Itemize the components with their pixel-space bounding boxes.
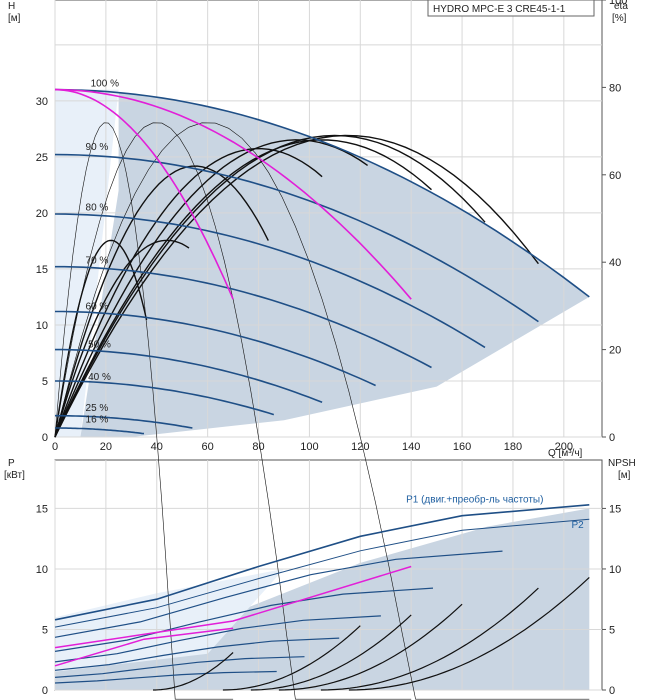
magenta-curve <box>54 88 234 300</box>
x-tick-label: 160 <box>453 441 471 453</box>
npsh-curve <box>278 603 463 691</box>
title-box <box>427 0 595 17</box>
npsh-curve <box>222 625 361 691</box>
eta-curve <box>54 148 323 438</box>
y-tick-label: 25 <box>36 152 48 164</box>
eta-curve <box>54 122 234 700</box>
speed-label: 90 % <box>86 142 109 153</box>
head-curve <box>55 414 193 429</box>
power-curve-speed <box>54 670 277 684</box>
npsh-tick-label: 15 <box>609 503 621 515</box>
power-curve-speed <box>54 587 434 652</box>
y2-axis-unit: [%] <box>612 13 627 24</box>
p-axis-label: P <box>8 458 15 469</box>
eta-curve <box>54 134 486 438</box>
speed-label: 70 % <box>86 255 109 266</box>
npsh-curve <box>250 614 412 691</box>
speed-label: 100 % <box>91 78 119 89</box>
x-tick-label: 100 <box>300 441 318 453</box>
npsh-tick-label: 0 <box>609 685 615 697</box>
eta-curve <box>54 122 412 700</box>
x-tick-label: 20 <box>100 441 112 453</box>
y-tick-label: 5 <box>42 376 48 388</box>
x-axis-label: Q [м³/ч] <box>548 448 583 459</box>
speed-label: 50 % <box>88 339 111 350</box>
y-tick-label: 15 <box>36 264 48 276</box>
y-tick-label: 20 <box>36 208 48 220</box>
power-curve <box>54 518 590 628</box>
eta-curve <box>54 122 590 700</box>
head-curve <box>55 348 323 404</box>
power-curve-speed <box>54 637 340 671</box>
y-axis-unit: [м] <box>8 13 21 24</box>
x-tick-label: 60 <box>202 441 214 453</box>
speed-label: 16 % <box>86 414 109 425</box>
head-curve <box>55 380 275 416</box>
head-curve <box>55 427 145 435</box>
x-tick-label: 120 <box>351 441 369 453</box>
power-curve-speed <box>54 615 381 663</box>
eta-curve <box>54 139 368 438</box>
eta-curve <box>54 134 539 438</box>
speed-label: 80 % <box>86 203 109 214</box>
y2-tick-label: 20 <box>609 345 621 357</box>
magenta-curve <box>54 88 412 300</box>
power-annotation: P1 (двиг.+преобр-ль частоты) <box>406 493 543 505</box>
power-annotation: P2 <box>571 520 584 531</box>
x-tick-label: 40 <box>151 441 163 453</box>
x-tick-label: 80 <box>252 441 264 453</box>
y2-tick-label: 40 <box>609 257 621 269</box>
head-curve <box>54 153 539 323</box>
p-tick-label: 15 <box>36 503 48 515</box>
power-curve-speed <box>54 656 305 678</box>
y2-tick-label: 80 <box>609 82 621 94</box>
magenta-power-curve <box>54 627 234 667</box>
y-tick-label: 10 <box>36 320 48 332</box>
speed-label: 40 % <box>88 372 111 383</box>
y2-tick-label: 100 <box>609 0 627 7</box>
npsh-axis-label: NPSH <box>608 458 636 469</box>
head-curve <box>55 310 376 387</box>
npsh-curve <box>348 576 590 691</box>
npsh-axis-unit: [м] <box>618 470 631 481</box>
npsh-tick-label: 5 <box>609 624 615 636</box>
npsh-curve <box>320 587 539 691</box>
p-tick-label: 5 <box>42 624 48 636</box>
y2-tick-label: 60 <box>609 170 621 182</box>
p-tick-label: 0 <box>42 685 48 697</box>
y-tick-label: 30 <box>36 96 48 108</box>
chart-title: HYDRO MPC-E 3 CRE45-1-1 <box>433 4 566 15</box>
y2-tick-label: 0 <box>609 432 615 444</box>
power-curve <box>54 504 590 621</box>
x-tick-label: 200 <box>555 441 573 453</box>
y2-axis-label: eta <box>614 1 628 12</box>
head-curve <box>54 213 486 349</box>
y-axis-label: H <box>8 1 15 12</box>
y-tick-label: 0 <box>42 432 48 444</box>
speed-label: 25 % <box>86 403 109 414</box>
p-tick-label: 10 <box>36 564 48 576</box>
npsh-tick-label: 10 <box>609 564 621 576</box>
speed-label: 60 % <box>86 301 109 312</box>
magenta-power-curve <box>54 565 412 649</box>
x-tick-label: 140 <box>402 441 420 453</box>
head-curve <box>55 265 432 369</box>
eta-curve <box>54 239 148 438</box>
power-curve-speed <box>54 550 503 638</box>
npsh-curve <box>153 652 234 691</box>
p-axis-unit: [кВт] <box>4 470 25 481</box>
bottom-light-region <box>55 568 284 672</box>
head-curve <box>54 88 590 298</box>
x-tick-label: 0 <box>52 441 58 453</box>
x-tick-label: 180 <box>504 441 522 453</box>
eta-curve <box>54 165 269 438</box>
